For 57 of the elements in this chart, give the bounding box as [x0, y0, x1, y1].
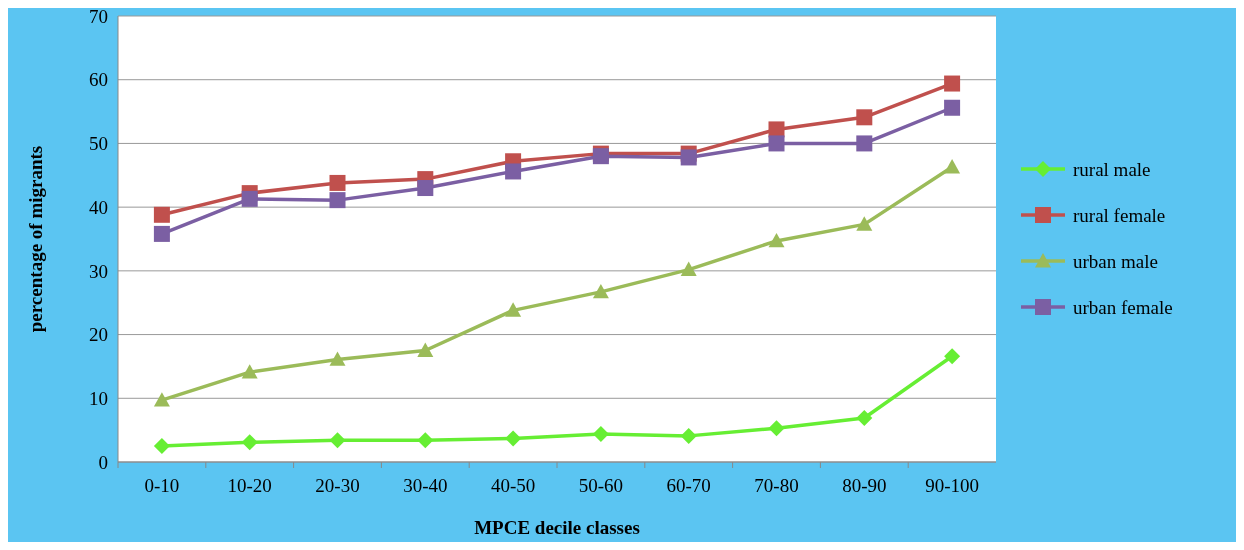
y-tick-label: 60 — [89, 69, 108, 91]
point — [329, 174, 346, 191]
point — [944, 159, 961, 174]
y-tick-label: 20 — [89, 324, 108, 346]
y-tick-label: 0 — [98, 451, 108, 473]
x-axis-title: MPCE decile classes — [474, 517, 640, 538]
point — [680, 149, 697, 166]
point — [505, 163, 522, 180]
point — [417, 432, 434, 449]
legend-label: urban male — [1073, 250, 1158, 272]
x-tick-label: 0-10 — [144, 475, 180, 496]
y-axis-title: percentage of migrants — [25, 145, 46, 333]
legend-label: rural male — [1073, 158, 1151, 180]
x-tick-label: 60-70 — [666, 475, 711, 496]
point — [329, 192, 346, 209]
point — [153, 225, 170, 242]
point — [505, 302, 522, 317]
y-tick-label: 30 — [89, 260, 108, 282]
point — [768, 135, 785, 152]
x-tick-label: 30-40 — [403, 475, 448, 496]
x-tick-label: 90-100 — [925, 475, 980, 496]
point — [856, 109, 873, 126]
point — [417, 342, 434, 357]
x-tick-label: 70-80 — [754, 475, 799, 496]
x-tick-label: 20-30 — [315, 475, 360, 496]
x-tick-label: 80-90 — [842, 475, 887, 496]
y-tick-label: 40 — [89, 196, 108, 218]
y-tick-label: 70 — [89, 5, 108, 27]
x-tick-label: 10-20 — [227, 475, 272, 496]
point — [944, 99, 961, 116]
point — [944, 75, 961, 92]
point — [153, 206, 170, 223]
y-tick-label: 50 — [89, 133, 108, 155]
legend-label: urban female — [1073, 296, 1173, 318]
point — [153, 438, 170, 455]
point — [329, 351, 346, 366]
point — [505, 430, 522, 447]
point — [768, 420, 785, 437]
point — [856, 135, 873, 152]
point — [153, 392, 170, 407]
x-tick-label: 40-50 — [490, 475, 536, 496]
point — [680, 427, 697, 444]
x-tick-label: 50-60 — [578, 475, 624, 496]
point — [241, 190, 258, 207]
point — [680, 261, 697, 276]
point — [241, 364, 258, 379]
point — [592, 283, 609, 299]
point — [856, 410, 873, 427]
point — [944, 348, 961, 365]
point — [856, 216, 873, 231]
point — [329, 432, 346, 449]
y-tick-label: 10 — [89, 387, 108, 409]
point — [592, 425, 609, 442]
legend-label: rural female — [1073, 204, 1166, 226]
point — [241, 434, 258, 451]
point — [768, 232, 785, 248]
point — [417, 180, 434, 197]
